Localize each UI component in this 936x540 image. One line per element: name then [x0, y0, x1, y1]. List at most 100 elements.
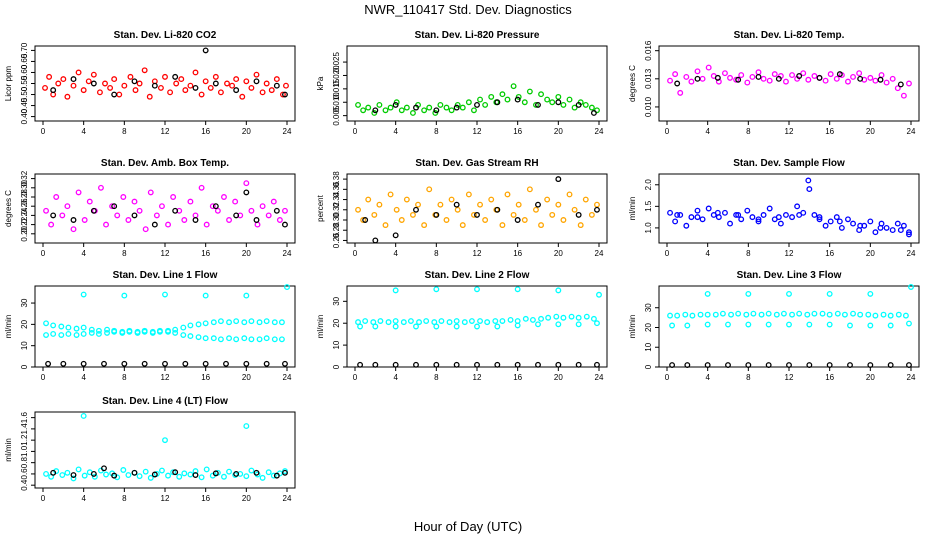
panel-title: Stan. Dev. Li-820 Pressure — [415, 30, 540, 41]
data-point — [95, 331, 102, 337]
y-tick-label: 1.4 — [20, 423, 29, 435]
x-tick-label: 20 — [242, 127, 251, 136]
y-tick-label: 10 — [20, 341, 29, 350]
data-point — [273, 76, 280, 83]
data-point — [263, 80, 270, 87]
data-point — [212, 470, 219, 477]
data-point — [826, 321, 833, 328]
data-point — [535, 321, 541, 328]
data-point — [777, 220, 784, 227]
x-tick-label: 20 — [554, 127, 563, 136]
data-point — [387, 191, 394, 198]
panel-title: Stan. Dev. Line 2 Flow — [425, 270, 530, 281]
data-point — [96, 89, 103, 96]
data-point — [786, 362, 792, 368]
y-tick-label: 1.0 — [20, 445, 29, 457]
data-point — [377, 318, 384, 324]
y-tick-label: 0.30 — [20, 179, 29, 195]
data-point — [253, 469, 260, 476]
data-point — [796, 212, 803, 218]
data-point — [477, 96, 483, 103]
data-point — [259, 203, 266, 210]
data-point — [727, 220, 733, 227]
data-point — [46, 73, 53, 80]
x-tick-label: 12 — [161, 249, 170, 258]
x-tick-label: 0 — [41, 249, 46, 258]
data-point — [838, 224, 845, 231]
data-point — [669, 322, 676, 329]
data-point — [471, 107, 477, 114]
x-tick-label: 20 — [242, 249, 251, 258]
data-point — [192, 217, 199, 223]
data-point — [555, 93, 562, 100]
data-point — [705, 64, 712, 71]
data-point — [142, 468, 149, 475]
data-point — [667, 77, 673, 84]
data-point — [805, 76, 812, 83]
data-point — [560, 217, 567, 223]
data-point — [73, 332, 80, 338]
data-point — [755, 216, 762, 223]
panel-title: Stan. Dev. Line 1 Flow — [113, 270, 218, 281]
data-point — [187, 471, 194, 478]
data-point — [867, 362, 874, 368]
data-point — [410, 110, 416, 116]
data-point — [217, 336, 224, 343]
data-point — [735, 212, 742, 218]
x-tick-label: 16 — [825, 249, 834, 258]
figure-title: NWR_110417 Std. Dev. Diagnostics — [364, 2, 572, 17]
data-point — [806, 362, 813, 368]
data-point — [165, 472, 171, 479]
data-point — [477, 201, 483, 208]
data-point — [529, 316, 536, 323]
data-point — [555, 176, 562, 183]
data-point — [433, 323, 440, 330]
y-tick-label: 0.26 — [20, 198, 29, 214]
y-tick-label: 0.005 — [332, 105, 341, 126]
panel-title: Stan. Dev. Amb. Box Temp. — [101, 158, 229, 169]
data-point — [857, 75, 864, 82]
data-point — [887, 362, 894, 368]
data-point — [857, 311, 864, 318]
data-point — [170, 194, 177, 200]
y-tick-label: 0.025 — [332, 52, 341, 73]
data-point — [765, 310, 772, 317]
data-point — [202, 78, 209, 85]
y-tick-label: 0.015 — [332, 78, 341, 99]
data-point — [357, 323, 364, 330]
data-point — [253, 71, 260, 78]
data-point — [403, 196, 410, 203]
data-point — [270, 472, 277, 479]
data-point — [582, 101, 589, 108]
data-point — [545, 314, 552, 321]
data-point — [819, 310, 826, 317]
data-point — [465, 99, 472, 106]
data-point — [120, 194, 127, 200]
data-point — [146, 93, 153, 100]
data-point — [70, 226, 77, 233]
data-point — [210, 335, 217, 342]
data-point — [771, 71, 778, 78]
data-point — [453, 318, 460, 324]
data-point — [50, 212, 57, 219]
data-point — [263, 318, 270, 325]
data-point — [507, 316, 514, 323]
data-point — [895, 311, 902, 318]
data-point — [514, 322, 521, 329]
data-point — [209, 203, 216, 210]
data-point — [413, 323, 419, 330]
data-point — [371, 211, 378, 218]
data-point — [834, 310, 841, 317]
data-point — [283, 82, 289, 89]
data-point — [841, 311, 848, 318]
data-point — [433, 361, 440, 368]
data-point — [453, 361, 460, 368]
data-point — [165, 327, 171, 334]
data-point — [187, 82, 194, 89]
data-point — [468, 318, 475, 324]
data-point — [233, 87, 240, 94]
data-point — [789, 214, 795, 221]
data-point — [182, 87, 189, 94]
x-axis-label: Hour of Day (UTC) — [414, 519, 522, 534]
data-point — [474, 101, 480, 108]
